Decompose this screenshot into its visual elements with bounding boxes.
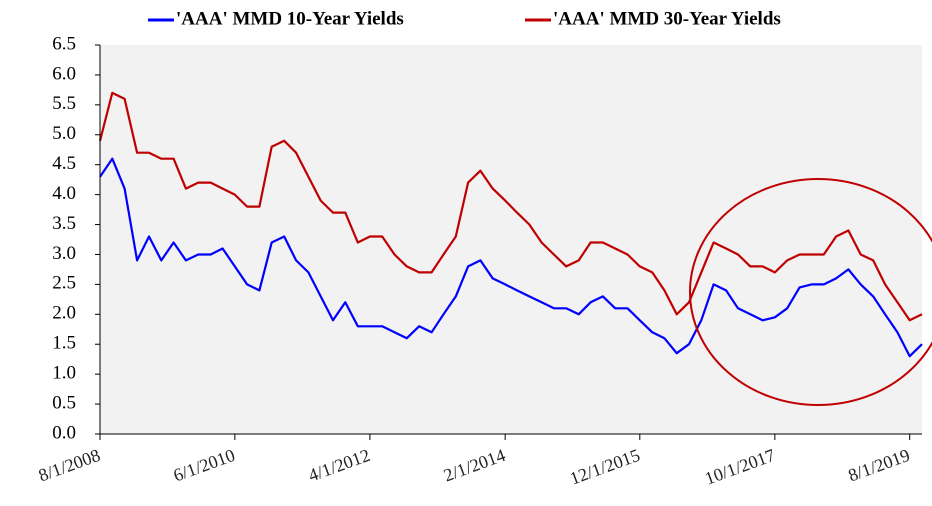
legend-label: 'AAA' MMD 30-Year Yields bbox=[553, 8, 781, 29]
x-tick-label: 2/1/2014 bbox=[441, 445, 508, 486]
y-tick-label: 2.0 bbox=[52, 303, 76, 324]
y-tick-label: 6.5 bbox=[52, 33, 76, 54]
y-tick-label: 0.5 bbox=[52, 392, 76, 413]
x-tick-label: 10/1/2017 bbox=[702, 445, 777, 489]
y-tick-label: 2.5 bbox=[52, 273, 76, 294]
series-line bbox=[99, 157, 923, 358]
y-tick-label: 1.0 bbox=[52, 363, 76, 384]
plot-area bbox=[100, 45, 922, 434]
y-tick-label: 1.5 bbox=[52, 333, 76, 354]
x-tick-label: 12/1/2015 bbox=[567, 445, 642, 489]
y-tick-label: 5.5 bbox=[52, 93, 76, 114]
y-tick-label: 0.0 bbox=[52, 422, 76, 443]
x-tick-label: 8/1/2008 bbox=[36, 445, 103, 486]
y-tick-label: 3.5 bbox=[52, 213, 76, 234]
x-tick-label: 8/1/2019 bbox=[845, 445, 912, 486]
highlight-ellipse bbox=[689, 178, 932, 406]
y-tick-label: 3.0 bbox=[52, 243, 76, 264]
series-line bbox=[98, 91, 923, 322]
x-tick-label: 4/1/2012 bbox=[306, 445, 373, 486]
y-tick-label: 4.0 bbox=[52, 183, 76, 204]
y-tick-label: 6.0 bbox=[52, 63, 76, 84]
y-tick-label: 5.0 bbox=[52, 123, 76, 144]
x-tick-label: 6/1/2010 bbox=[171, 445, 238, 486]
legend-label: 'AAA' MMD 10-Year Yields bbox=[176, 8, 404, 29]
y-tick-label: 4.5 bbox=[52, 153, 76, 174]
